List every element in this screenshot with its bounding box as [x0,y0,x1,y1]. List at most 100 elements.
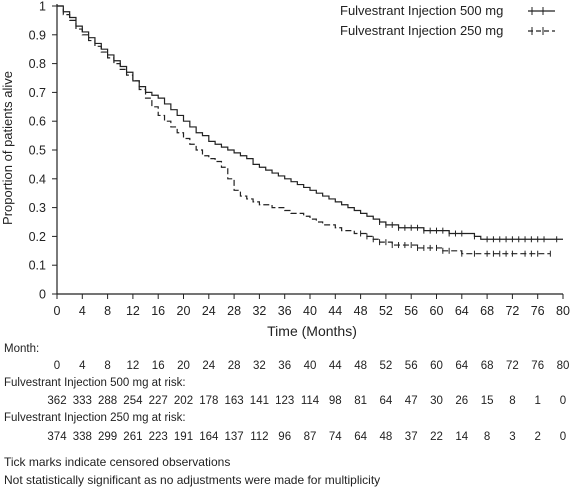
x-tick-label: 28 [227,304,241,318]
y-tick-label: 0.4 [29,172,46,186]
x-tick-label: 48 [354,304,368,318]
risk-value-250mg: 22 [430,431,443,443]
risk-value-500mg: 114 [301,395,320,407]
risk-value-500mg: 47 [405,395,418,407]
axes: 0 4 8 12 16 20 24 28 32 36 40 44 48 52 56 60 64 68 72 76 800… [29,0,570,318]
y-tick-label: 1 [39,0,46,14]
legend-label-500mg: Fulvestrant Injection 500 mg [340,3,503,18]
risk-row-label-500mg: Fulvestrant Injection 500 mg at risk: [4,377,186,389]
x-tick-label: 36 [278,304,292,318]
risk-month-value: 28 [228,360,241,372]
x-tick-label: 44 [328,304,342,318]
risk-value-250mg: 8 [484,431,490,443]
risk-month-value: 32 [253,360,266,372]
risk-value-250mg: 64 [354,431,367,443]
risk-value-250mg: 14 [455,431,468,443]
risk-month-value: 72 [506,360,519,372]
x-tick-label: 16 [151,304,165,318]
series-line-500mg [57,5,563,240]
y-tick-label: 0.5 [29,144,46,158]
risk-value-500mg: 163 [225,395,244,407]
y-tick-label: 0.3 [29,201,46,215]
x-tick-label: 60 [430,304,444,318]
risk-value-250mg: 87 [304,431,317,443]
x-tick-label: 56 [404,304,418,318]
risk-value-250mg: 74 [329,431,342,443]
x-tick-label: 20 [177,304,191,318]
x-tick-label: 72 [505,304,519,318]
risk-value-500mg: 141 [250,395,269,407]
risk-value-250mg: 338 [73,431,92,443]
risk-value-250mg: 112 [250,431,268,443]
risk-value-500mg: 333 [73,395,92,407]
risk-value-500mg: 64 [380,395,393,407]
x-axis-label: Time (Months) [267,323,357,339]
x-tick-label: 8 [104,304,111,318]
y-tick-label: 0.1 [29,259,46,273]
risk-month-value: 52 [380,360,393,372]
risk-table: Month: Fulvestrant Injection 500 mg at r… [4,343,569,443]
legend-label-250mg: Fulvestrant Injection 250 mg [340,23,503,38]
risk-value-250mg: 3 [509,431,515,443]
risk-month-value: 68 [481,360,494,372]
risk-value-250mg: 48 [380,431,393,443]
risk-value-250mg: 164 [199,431,219,443]
y-tick-label: 0.8 [29,57,46,71]
risk-month-value: 16 [152,360,165,372]
risk-value-250mg: 261 [123,431,142,443]
risk-value-500mg: 15 [481,395,494,407]
risk-month-value: 0 [54,360,60,372]
risk-month-value: 80 [557,360,570,372]
note-censored: Tick marks indicate censored observation… [4,455,230,469]
risk-value-250mg: 223 [149,431,168,443]
x-tick-label: 12 [126,304,140,318]
risk-month-value: 60 [430,360,443,372]
risk-value-250mg: 299 [98,431,117,443]
risk-month-value: 8 [104,360,110,372]
risk-value-250mg: 96 [278,431,291,443]
risk-value-500mg: 362 [47,395,66,407]
risk-value-250mg: 374 [47,431,67,443]
x-tick-label: 0 [54,304,61,318]
risk-value-500mg: 1 [534,395,540,407]
risk-month-value: 36 [278,360,291,372]
risk-value-500mg: 26 [455,395,468,407]
risk-month-value: 12 [127,360,140,372]
risk-value-500mg: 288 [98,395,117,407]
x-tick-label: 40 [303,304,317,318]
risk-value-500mg: 81 [354,395,367,407]
risk-value-250mg: 137 [225,431,244,443]
risk-month-value: 56 [405,360,418,372]
x-tick-label: 52 [379,304,393,318]
risk-value-500mg: 30 [430,395,443,407]
x-tick-label: 32 [252,304,266,318]
risk-value-500mg: 178 [199,395,218,407]
risk-value-250mg: 0 [560,431,566,443]
x-tick-label: 64 [455,304,469,318]
risk-month-value: 48 [354,360,367,372]
x-tick-label: 4 [79,304,86,318]
risk-value-250mg: 37 [405,431,418,443]
x-tick-label: 76 [531,304,545,318]
x-tick-label: 24 [202,304,216,318]
risk-month-value: 40 [304,360,317,372]
x-tick-label: 80 [556,304,570,318]
note-significance: Not statistically significant as no adju… [4,473,380,487]
series-line-250mg [57,5,551,255]
risk-month-value: 24 [202,360,215,372]
series-layer [57,5,563,257]
risk-value-500mg: 202 [174,395,193,407]
risk-value-500mg: 227 [149,395,168,407]
risk-value-500mg: 123 [275,395,294,407]
risk-value-500mg: 254 [123,395,143,407]
y-tick-label: 0.9 [29,28,46,42]
risk-value-500mg: 98 [329,395,342,407]
y-tick-label: 0 [39,288,46,302]
risk-month-value: 64 [455,360,468,372]
risk-month-value: 44 [329,360,342,372]
x-tick-label: 68 [480,304,494,318]
risk-value-500mg: 0 [560,395,566,407]
y-tick-label: 0.2 [29,230,46,244]
risk-value-500mg: 8 [509,395,515,407]
